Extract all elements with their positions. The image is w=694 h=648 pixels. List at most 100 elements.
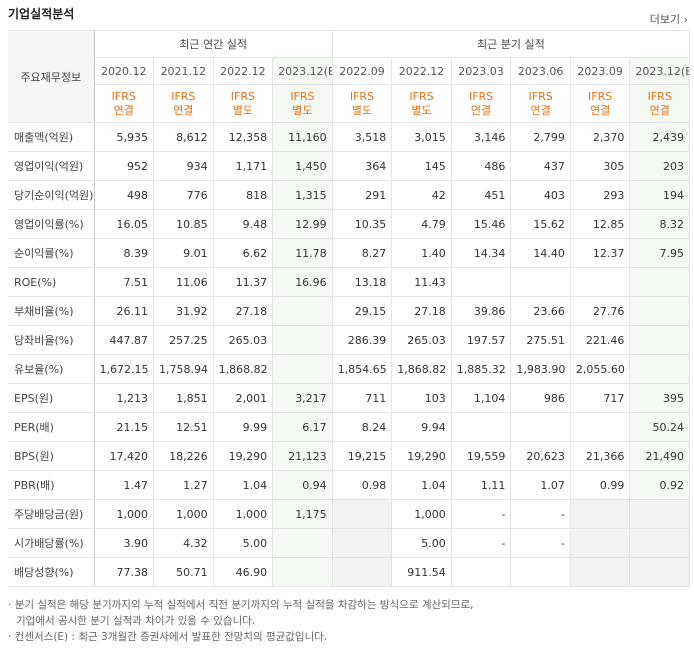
basis-header: IFRS 연결 [93, 84, 155, 123]
data-cell: 27.18 [391, 296, 452, 326]
data-cell: 15.62 [510, 209, 571, 239]
data-cell: 16.96 [272, 267, 333, 297]
basis: 연결 [590, 103, 611, 117]
data-cell: 7.51 [93, 267, 155, 297]
row-label: EPS(원) [8, 383, 95, 413]
data-cell: 8.39 [93, 238, 155, 268]
data-cell [569, 557, 631, 587]
row-label: 매출액(억원) [8, 122, 95, 152]
data-cell: 3,146 [450, 122, 512, 152]
data-cell: 13.18 [331, 267, 393, 297]
more-link[interactable]: 더보기 [650, 11, 688, 27]
data-cell: 8.24 [331, 412, 393, 442]
data-cell [272, 528, 333, 558]
basis-header: IFRS 연결 [629, 84, 690, 123]
data-cell: 2,055.60 [569, 354, 631, 384]
period-header: 2022.12 [212, 57, 274, 85]
period-header: 2022.12 [391, 57, 452, 85]
financial-table: 주요재무정보 최근 연간 실적 최근 분기 실적 2020.12 2021.12 2022… [8, 30, 691, 587]
basis: 연결 [470, 103, 492, 117]
data-cell: 451 [450, 180, 512, 210]
basis-header: IFRS 연결 [569, 84, 631, 123]
data-cell: 21,123 [272, 441, 333, 471]
basis: 연결 [530, 103, 551, 117]
header-row: 주요재무정보 최근 연간 실적 최근 분기 실적 [8, 30, 691, 123]
data-cell: 10.35 [331, 209, 393, 239]
standard: IFRS [588, 89, 613, 103]
data-cell [272, 354, 333, 384]
data-cell: 717 [569, 383, 631, 413]
data-cell: 293 [569, 180, 631, 210]
data-cell: 934 [153, 151, 214, 181]
data-cell: 11.06 [153, 267, 214, 297]
data-row: ROE(%) 7.51 11.06 11.37 16.96 13.18 11.43 [8, 267, 690, 297]
data-row: 당좌비율(%) 447.87 257.25 265.03 286.39 265.03 197… [8, 325, 690, 355]
header-row: IFRS 연결 IFRS 연결 IFRS 별도 IFRS 별도 IFRS 별도 IFRS 별도 IFRS… [8, 84, 690, 123]
row-label: PER(배) [8, 412, 95, 442]
data-cell: 818 [212, 180, 274, 210]
row-label: 유보율(%) [8, 354, 95, 384]
data-cell [629, 296, 690, 326]
data-cell: 1,000 [212, 499, 274, 529]
data-cell: 6.17 [272, 412, 333, 442]
basis: 연결 [113, 103, 134, 117]
data-cell: 2,439 [629, 122, 690, 152]
data-row: 부채비율(%) 26.11 31.92 27.18 29.15 27.18 39.86 23.… [8, 296, 690, 326]
data-cell [629, 267, 690, 297]
data-cell: 1,171 [212, 151, 274, 181]
period-header: 2022.09 [331, 57, 393, 85]
data-cell [629, 528, 690, 558]
data-cell: 103 [391, 383, 452, 413]
data-cell [629, 557, 690, 587]
row-label: 당기순이익(억원) [8, 180, 95, 210]
data-cell [569, 267, 631, 297]
data-row: 시가배당률(%) 3.90 4.32 5.00 5.00- - [8, 528, 690, 558]
data-cell: 11.43 [391, 267, 452, 297]
data-cell: 1,851 [153, 383, 214, 413]
data-cell: 911.54 [391, 557, 452, 587]
data-cell [331, 499, 393, 529]
basis-header: IFRS 별도 [391, 84, 452, 123]
data-cell [450, 557, 512, 587]
row-label: 시가배당률(%) [8, 528, 95, 558]
data-cell: 1,000 [153, 499, 214, 529]
data-cell: 77.38 [93, 557, 155, 587]
data-cell: 5.00 [391, 528, 452, 558]
data-cell: - [510, 499, 571, 529]
data-cell: 395 [629, 383, 690, 413]
data-cell: 498 [93, 180, 155, 210]
data-cell: 27.76 [569, 296, 631, 326]
data-cell: 447.87 [93, 325, 155, 355]
data-row: PER(배) 21.15 12.51 9.99 6.17 8.24 9.94 50.24 [8, 412, 690, 442]
data-cell: 11.78 [272, 238, 333, 268]
notes: 분기 실적은 해당 분기까지의 누적 실적에서 직전 분기까지의 누적 실적을 … [8, 597, 474, 645]
corner-cell: 주요재무정보 [8, 30, 95, 123]
data-cell: 286.39 [331, 325, 393, 355]
data-cell: 952 [93, 151, 155, 181]
note-line: 분기 실적은 해당 분기까지의 누적 실적에서 직전 분기까지의 누적 실적을 … [8, 597, 474, 613]
data-cell: 1,885.32 [450, 354, 512, 384]
data-cell: 1,854.65 [331, 354, 393, 384]
data-cell [569, 528, 631, 558]
data-cell: 12,358 [212, 122, 274, 152]
data-row: 주당배당금(원) 1,000 1,000 1,000 1,175 1,000- - [8, 499, 690, 529]
data-cell: 1,983.90 [510, 354, 571, 384]
data-cell: 3,217 [272, 383, 333, 413]
data-cell: 6.62 [212, 238, 274, 268]
data-cell: 21,490 [629, 441, 690, 471]
row-label: BPS(원) [8, 441, 95, 471]
data-cell: 1,000 [391, 499, 452, 529]
data-cell: 1.04 [212, 470, 274, 500]
data-cell: 8.27 [331, 238, 393, 268]
data-cell [450, 267, 512, 297]
data-cell [510, 557, 571, 587]
period-header: 2023.12(E) [272, 57, 333, 85]
period-header: 2023.03 [450, 57, 512, 85]
data-cell: 17,420 [93, 441, 155, 471]
data-cell: 18,226 [153, 441, 214, 471]
data-row: PBR(배) 1.47 1.27 1.04 0.94 0.98 1.04 1.11 1.07 0.… [8, 470, 690, 500]
data-cell [272, 296, 333, 326]
note-line: 컨센서스(E) : 최근 3개월간 증권사에서 발표한 전망치의 평균값입니다. [8, 629, 473, 645]
row-label: 부채비율(%) [8, 296, 95, 326]
